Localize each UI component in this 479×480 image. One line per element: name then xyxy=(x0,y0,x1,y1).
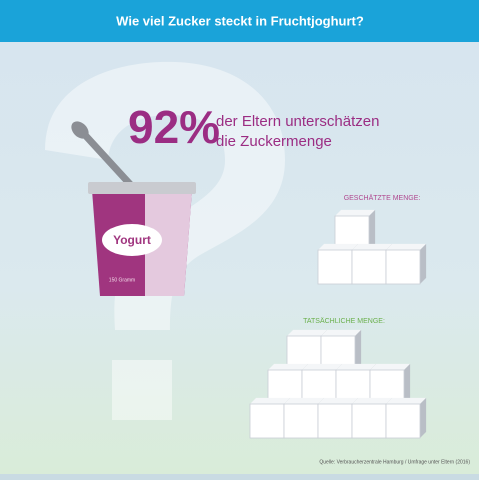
cube-top xyxy=(318,398,358,404)
cube-front xyxy=(386,404,420,438)
cube-top xyxy=(335,210,375,216)
cube-top xyxy=(370,364,410,370)
cube-front xyxy=(250,404,284,438)
infographic: Wie viel Zucker steckt in Fruchtjoghurt?… xyxy=(0,0,479,480)
cube-front xyxy=(284,404,318,438)
cube-top xyxy=(268,364,308,370)
bottom-bar xyxy=(0,474,479,480)
cube-top xyxy=(321,330,361,336)
cube-top xyxy=(302,364,342,370)
cube-side xyxy=(420,398,426,438)
yogurt-lid xyxy=(88,182,196,194)
yogurt-label: Yogurt xyxy=(113,233,151,247)
cube-top xyxy=(250,398,290,404)
source: Quelle: Verbraucherzentrale Hamburg / Um… xyxy=(319,459,470,465)
headline-percent: 92% xyxy=(128,101,220,153)
estimated-label: GESCHÄTZTE MENGE: xyxy=(344,194,421,202)
cube-top xyxy=(352,398,392,404)
cube-top xyxy=(386,398,426,404)
cube-front xyxy=(352,250,386,284)
title: Wie viel Zucker steckt in Fruchtjoghurt? xyxy=(116,13,364,28)
actual-label: TATSÄCHLICHE MENGE: xyxy=(303,317,385,325)
headline-line: die Zuckermenge xyxy=(216,133,332,150)
cube-top xyxy=(284,398,324,404)
cube-top xyxy=(336,364,376,370)
cube-top xyxy=(352,244,392,250)
cube-front xyxy=(318,250,352,284)
headline-line: der Eltern unterschätzen xyxy=(216,113,379,130)
cube-side xyxy=(420,244,426,284)
cube-front xyxy=(318,404,352,438)
question-dot xyxy=(112,360,172,420)
cube-top xyxy=(318,244,358,250)
cube-front xyxy=(352,404,386,438)
yogurt-weight: 150 Gramm xyxy=(109,277,135,283)
cube-top xyxy=(287,330,327,336)
cube-top xyxy=(386,244,426,250)
cube-front xyxy=(386,250,420,284)
